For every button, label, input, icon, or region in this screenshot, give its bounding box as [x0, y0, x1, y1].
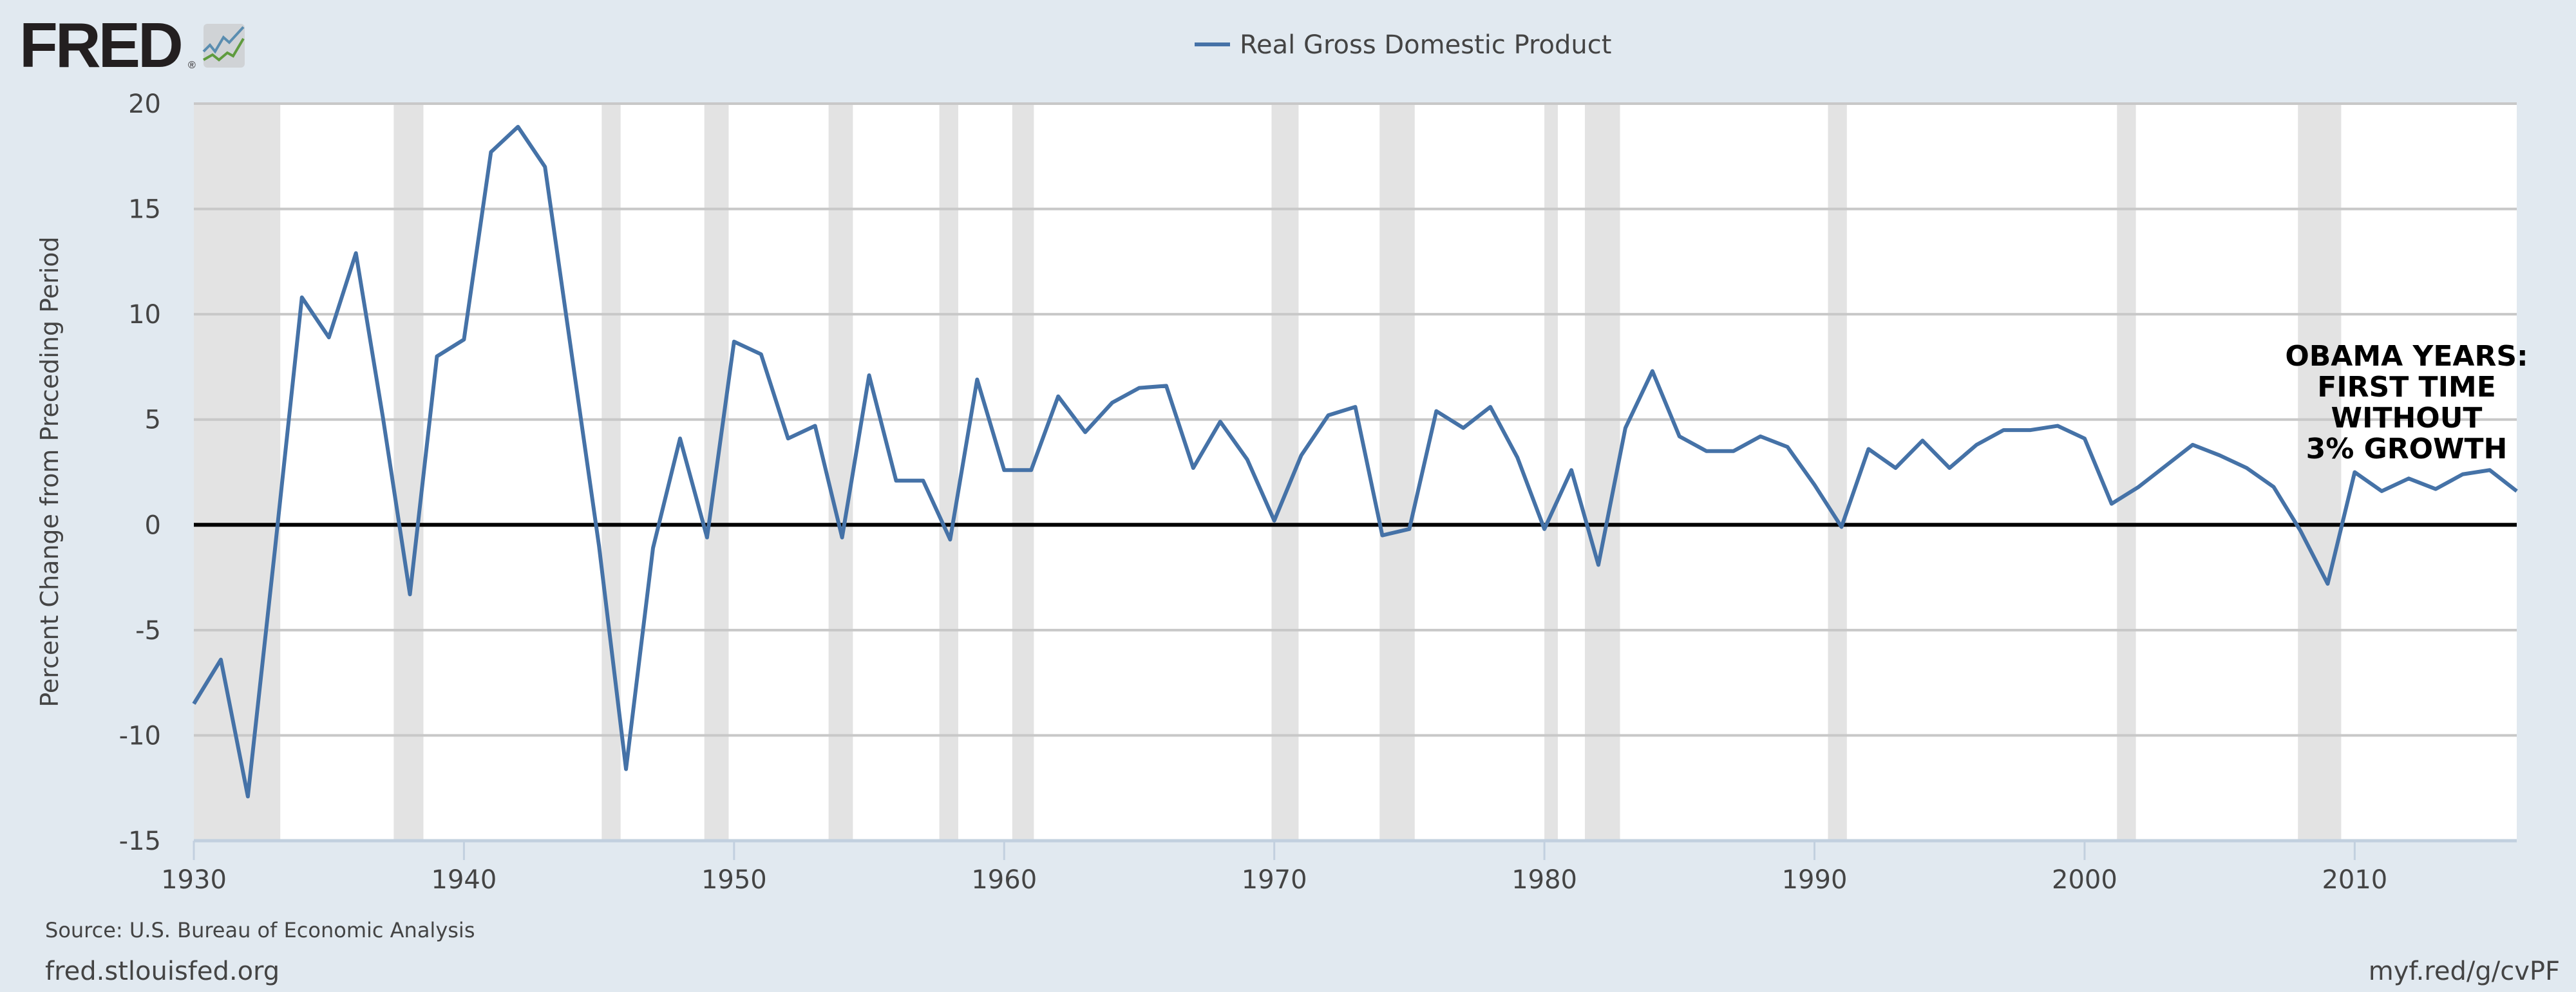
- recession-band: [1828, 104, 1847, 841]
- annotation-line: 3% GROWTH: [2306, 433, 2508, 465]
- x-tick-label: 1980: [1511, 865, 1577, 895]
- x-tick-label: 2000: [2052, 865, 2117, 895]
- y-axis-ticks: 20 15 10 5 0 -5 -10 -15: [119, 89, 161, 856]
- registered-mark: ®: [188, 60, 196, 71]
- legend-label: Real Gross Domestic Product: [1240, 30, 1611, 60]
- recession-band: [1544, 104, 1558, 841]
- recession-band: [2298, 104, 2342, 841]
- y-tick-label: 20: [128, 89, 161, 119]
- annotation-line: WITHOUT: [2331, 402, 2483, 435]
- recession-band: [393, 104, 424, 841]
- annotation-line: OBAMA YEARS:: [2285, 340, 2528, 373]
- recession-band: [2117, 104, 2136, 841]
- series-line-real-gdp: [192, 124, 2518, 799]
- legend: Real Gross Domestic Product: [1195, 30, 1611, 60]
- fred-logo-chart-icon: [202, 24, 245, 68]
- x-tick-label: 1940: [431, 865, 497, 895]
- y-axis-title: Percent Change from Preceding Period: [35, 236, 64, 707]
- fred-logo-text: FRED: [19, 10, 181, 80]
- y-tick-label: 5: [145, 406, 161, 435]
- y-tick-label: 0: [145, 510, 161, 540]
- plot-area: [194, 104, 2517, 841]
- y-tick-label: 15: [128, 195, 161, 225]
- x-tick-label: 1970: [1242, 865, 1307, 895]
- short-link[interactable]: myf.red/g/cvPF: [2369, 957, 2560, 986]
- annotation-obama-years: OBAMA YEARS: FIRST TIME WITHOUT 3% GROWT…: [2285, 340, 2528, 465]
- y-tick-label: -15: [119, 827, 161, 856]
- recession-band: [1379, 104, 1415, 841]
- fred-logo[interactable]: FRED ®: [19, 10, 245, 80]
- recession-band: [194, 104, 281, 841]
- recession-band: [828, 104, 853, 841]
- x-tick-label: 1960: [971, 865, 1037, 895]
- x-axis-ticks: 1930 1940 1950 1960 1970 1980 1990 2000 2010: [161, 841, 2387, 895]
- y-tick-label: -5: [135, 616, 161, 646]
- annotation-line: FIRST TIME: [2317, 371, 2496, 404]
- y-tick-label: 10: [128, 300, 161, 330]
- site-link[interactable]: fred.stlouisfed.org: [45, 957, 279, 986]
- recession-shading: [194, 104, 2342, 841]
- recession-band: [1012, 104, 1034, 841]
- recession-band: [601, 104, 621, 841]
- x-tick-label: 1950: [701, 865, 767, 895]
- x-tick-label: 1990: [1782, 865, 1848, 895]
- x-tick-label: 2010: [2322, 865, 2387, 895]
- x-tick-label: 1930: [161, 865, 227, 895]
- recession-band: [1585, 104, 1620, 841]
- recession-band: [939, 104, 958, 841]
- source-note: Source: U.S. Bureau of Economic Analysis: [45, 918, 475, 942]
- y-tick-label: -10: [119, 721, 161, 751]
